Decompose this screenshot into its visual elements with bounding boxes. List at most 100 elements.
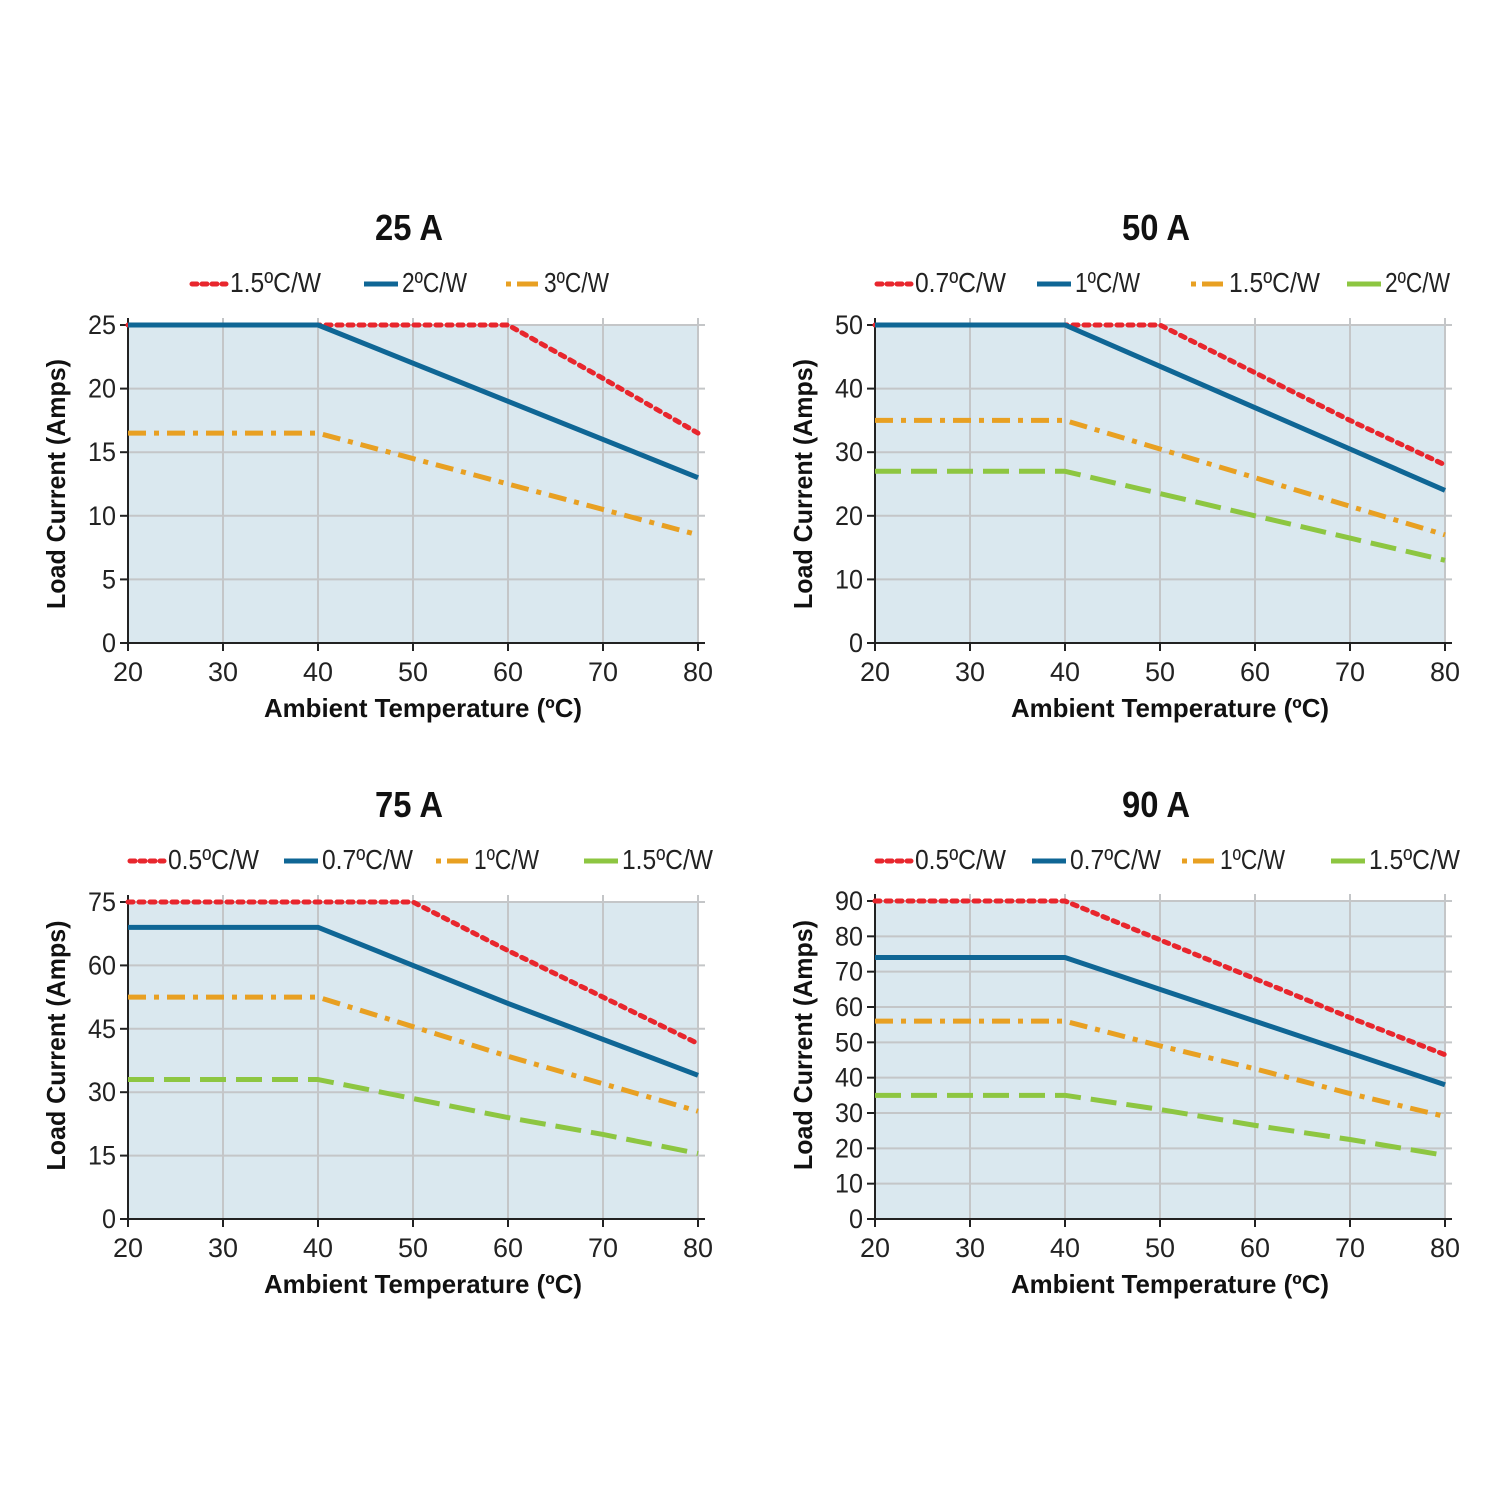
chart-panel-3: 20 30 40 50 60 70 80 0 10 20 30 40 50 60 70 80 90 Ambient… (788, 784, 1461, 1299)
legend-item: 1ºC/W (436, 844, 539, 875)
x-axis-title: Ambient Temperature (ºC) (1011, 1269, 1329, 1299)
x-tick-label: 80 (683, 1233, 713, 1263)
legend-item: 0.5ºC/W (874, 844, 1007, 875)
chart-panel-1: 20 30 40 50 60 70 80 0 10 20 30 40 50 Ambient Tempera… (788, 207, 1460, 723)
y-tick-label: 20 (88, 374, 116, 404)
y-tick-label: 60 (835, 992, 863, 1022)
x-tick-label: 40 (1050, 657, 1080, 687)
x-axis-title: Ambient Temperature (ºC) (264, 1269, 582, 1299)
legend-label: 0.5ºC/W (168, 844, 260, 875)
x-axis-title: Ambient Temperature (ºC) (1011, 693, 1329, 723)
legend-label: 0.7ºC/W (322, 844, 414, 875)
y-tick-label: 15 (88, 437, 116, 467)
y-axis-title: Load Current (Amps) (41, 359, 71, 609)
y-tick-label: 75 (88, 887, 116, 917)
legend-label: 2ºC/W (402, 267, 467, 298)
y-tick-label: 45 (88, 1014, 116, 1044)
y-tick-label: 30 (835, 437, 863, 467)
legend-label: 1ºC/W (1075, 267, 1140, 298)
series-line-3CW (128, 430, 699, 538)
series-line-2CW (875, 468, 1446, 563)
y-tick-label: 30 (835, 1098, 863, 1128)
x-tick-label: 70 (1335, 657, 1365, 687)
y-tick-label: 90 (835, 886, 863, 916)
y-tick-label: 10 (835, 1169, 863, 1199)
y-tick-label: 5 (102, 564, 116, 594)
legend-label: 0.5ºC/W (915, 844, 1007, 875)
y-tick-label: 15 (88, 1141, 116, 1171)
y-tick-label: 0 (102, 1204, 116, 1234)
y-tick-label: 50 (835, 1027, 863, 1057)
y-tick-label: 70 (835, 957, 863, 987)
legend-label: 0.7ºC/W (1070, 844, 1162, 875)
y-tick-label: 60 (88, 950, 116, 980)
x-tick-label: 60 (493, 657, 523, 687)
series-line-2CW (128, 322, 699, 480)
x-tick-label: 40 (303, 657, 333, 687)
series-line-1-5CW (128, 1077, 699, 1156)
legend-item: 2ºC/W (1347, 267, 1450, 298)
legend-item: 1.5ºC/W (1191, 267, 1321, 298)
x-tick-label: 20 (113, 657, 143, 687)
x-tick-label: 30 (955, 1233, 985, 1263)
y-tick-label: 50 (835, 310, 863, 340)
y-tick-label: 0 (102, 628, 116, 658)
x-tick-label: 50 (398, 657, 428, 687)
x-tick-label: 70 (588, 657, 618, 687)
x-tick-label: 70 (588, 1233, 618, 1263)
series-line-1CW (875, 1018, 1446, 1119)
x-tick-label: 80 (1430, 657, 1460, 687)
y-tick-label: 40 (835, 374, 863, 404)
chart-title: 75 A (375, 784, 443, 825)
chart-panel-2: 20 30 40 50 60 70 80 0 15 30 45 60 75 Ambient Tempera… (41, 784, 714, 1299)
x-tick-label: 40 (1050, 1233, 1080, 1263)
legend-item: 0.7ºC/W (1032, 844, 1162, 875)
y-tick-label: 0 (849, 628, 863, 658)
legend-item: 2ºC/W (364, 267, 467, 298)
legend-item: 0.7ºC/W (284, 844, 414, 875)
legend-item: 1ºC/W (1037, 267, 1140, 298)
series-line-0-7CW (875, 955, 1446, 1088)
y-tick-label: 80 (835, 921, 863, 951)
legend-item: 0.5ºC/W (127, 844, 260, 875)
legend-label: 2ºC/W (1385, 267, 1450, 298)
series-line-0-5CW (872, 898, 1448, 1058)
chart-title: 25 A (375, 207, 443, 248)
y-tick-label: 20 (835, 1133, 863, 1163)
series-line-0-7CW (128, 924, 699, 1078)
y-axis-title: Load Current (Amps) (41, 921, 71, 1171)
series-line-1CW (128, 994, 699, 1114)
chart-panel-0: 20 30 40 50 60 70 80 0 5 10 15 20 25 Ambient Temperat… (41, 207, 713, 723)
series-line-1-5CW (875, 417, 1446, 538)
x-tick-label: 50 (1145, 657, 1175, 687)
y-tick-label: 40 (835, 1063, 863, 1093)
series-line-1CW (875, 322, 1446, 493)
legend-label: 1.5ºC/W (1229, 267, 1321, 298)
x-tick-label: 70 (1335, 1233, 1365, 1263)
x-tick-label: 60 (1240, 657, 1270, 687)
y-axis-title: Load Current (Amps) (788, 920, 818, 1170)
x-tick-label: 20 (860, 657, 890, 687)
y-tick-label: 30 (88, 1077, 116, 1107)
series-line-0-5CW (125, 899, 701, 1047)
chart-title: 90 A (1122, 784, 1190, 825)
x-axis-title: Ambient Temperature (ºC) (264, 693, 582, 723)
legend-item: 3ºC/W (506, 267, 609, 298)
x-tick-label: 60 (1240, 1233, 1270, 1263)
legend-label: 1.5ºC/W (1369, 844, 1461, 875)
legend-label: 1ºC/W (474, 844, 539, 875)
legend-item: 1.5ºC/W (1331, 844, 1461, 875)
x-tick-label: 50 (398, 1233, 428, 1263)
legend-label: 3ºC/W (544, 267, 609, 298)
series-line-1-5CW (875, 1092, 1446, 1158)
chart-title: 50 A (1122, 207, 1190, 248)
x-tick-label: 50 (1145, 1233, 1175, 1263)
legend-item: 1ºC/W (1182, 844, 1285, 875)
legend-label: 1.5ºC/W (230, 267, 322, 298)
x-tick-label: 30 (208, 1233, 238, 1263)
y-tick-label: 20 (835, 501, 863, 531)
x-tick-label: 20 (113, 1233, 143, 1263)
legend-label: 1.5ºC/W (622, 844, 714, 875)
y-tick-label: 10 (835, 564, 863, 594)
